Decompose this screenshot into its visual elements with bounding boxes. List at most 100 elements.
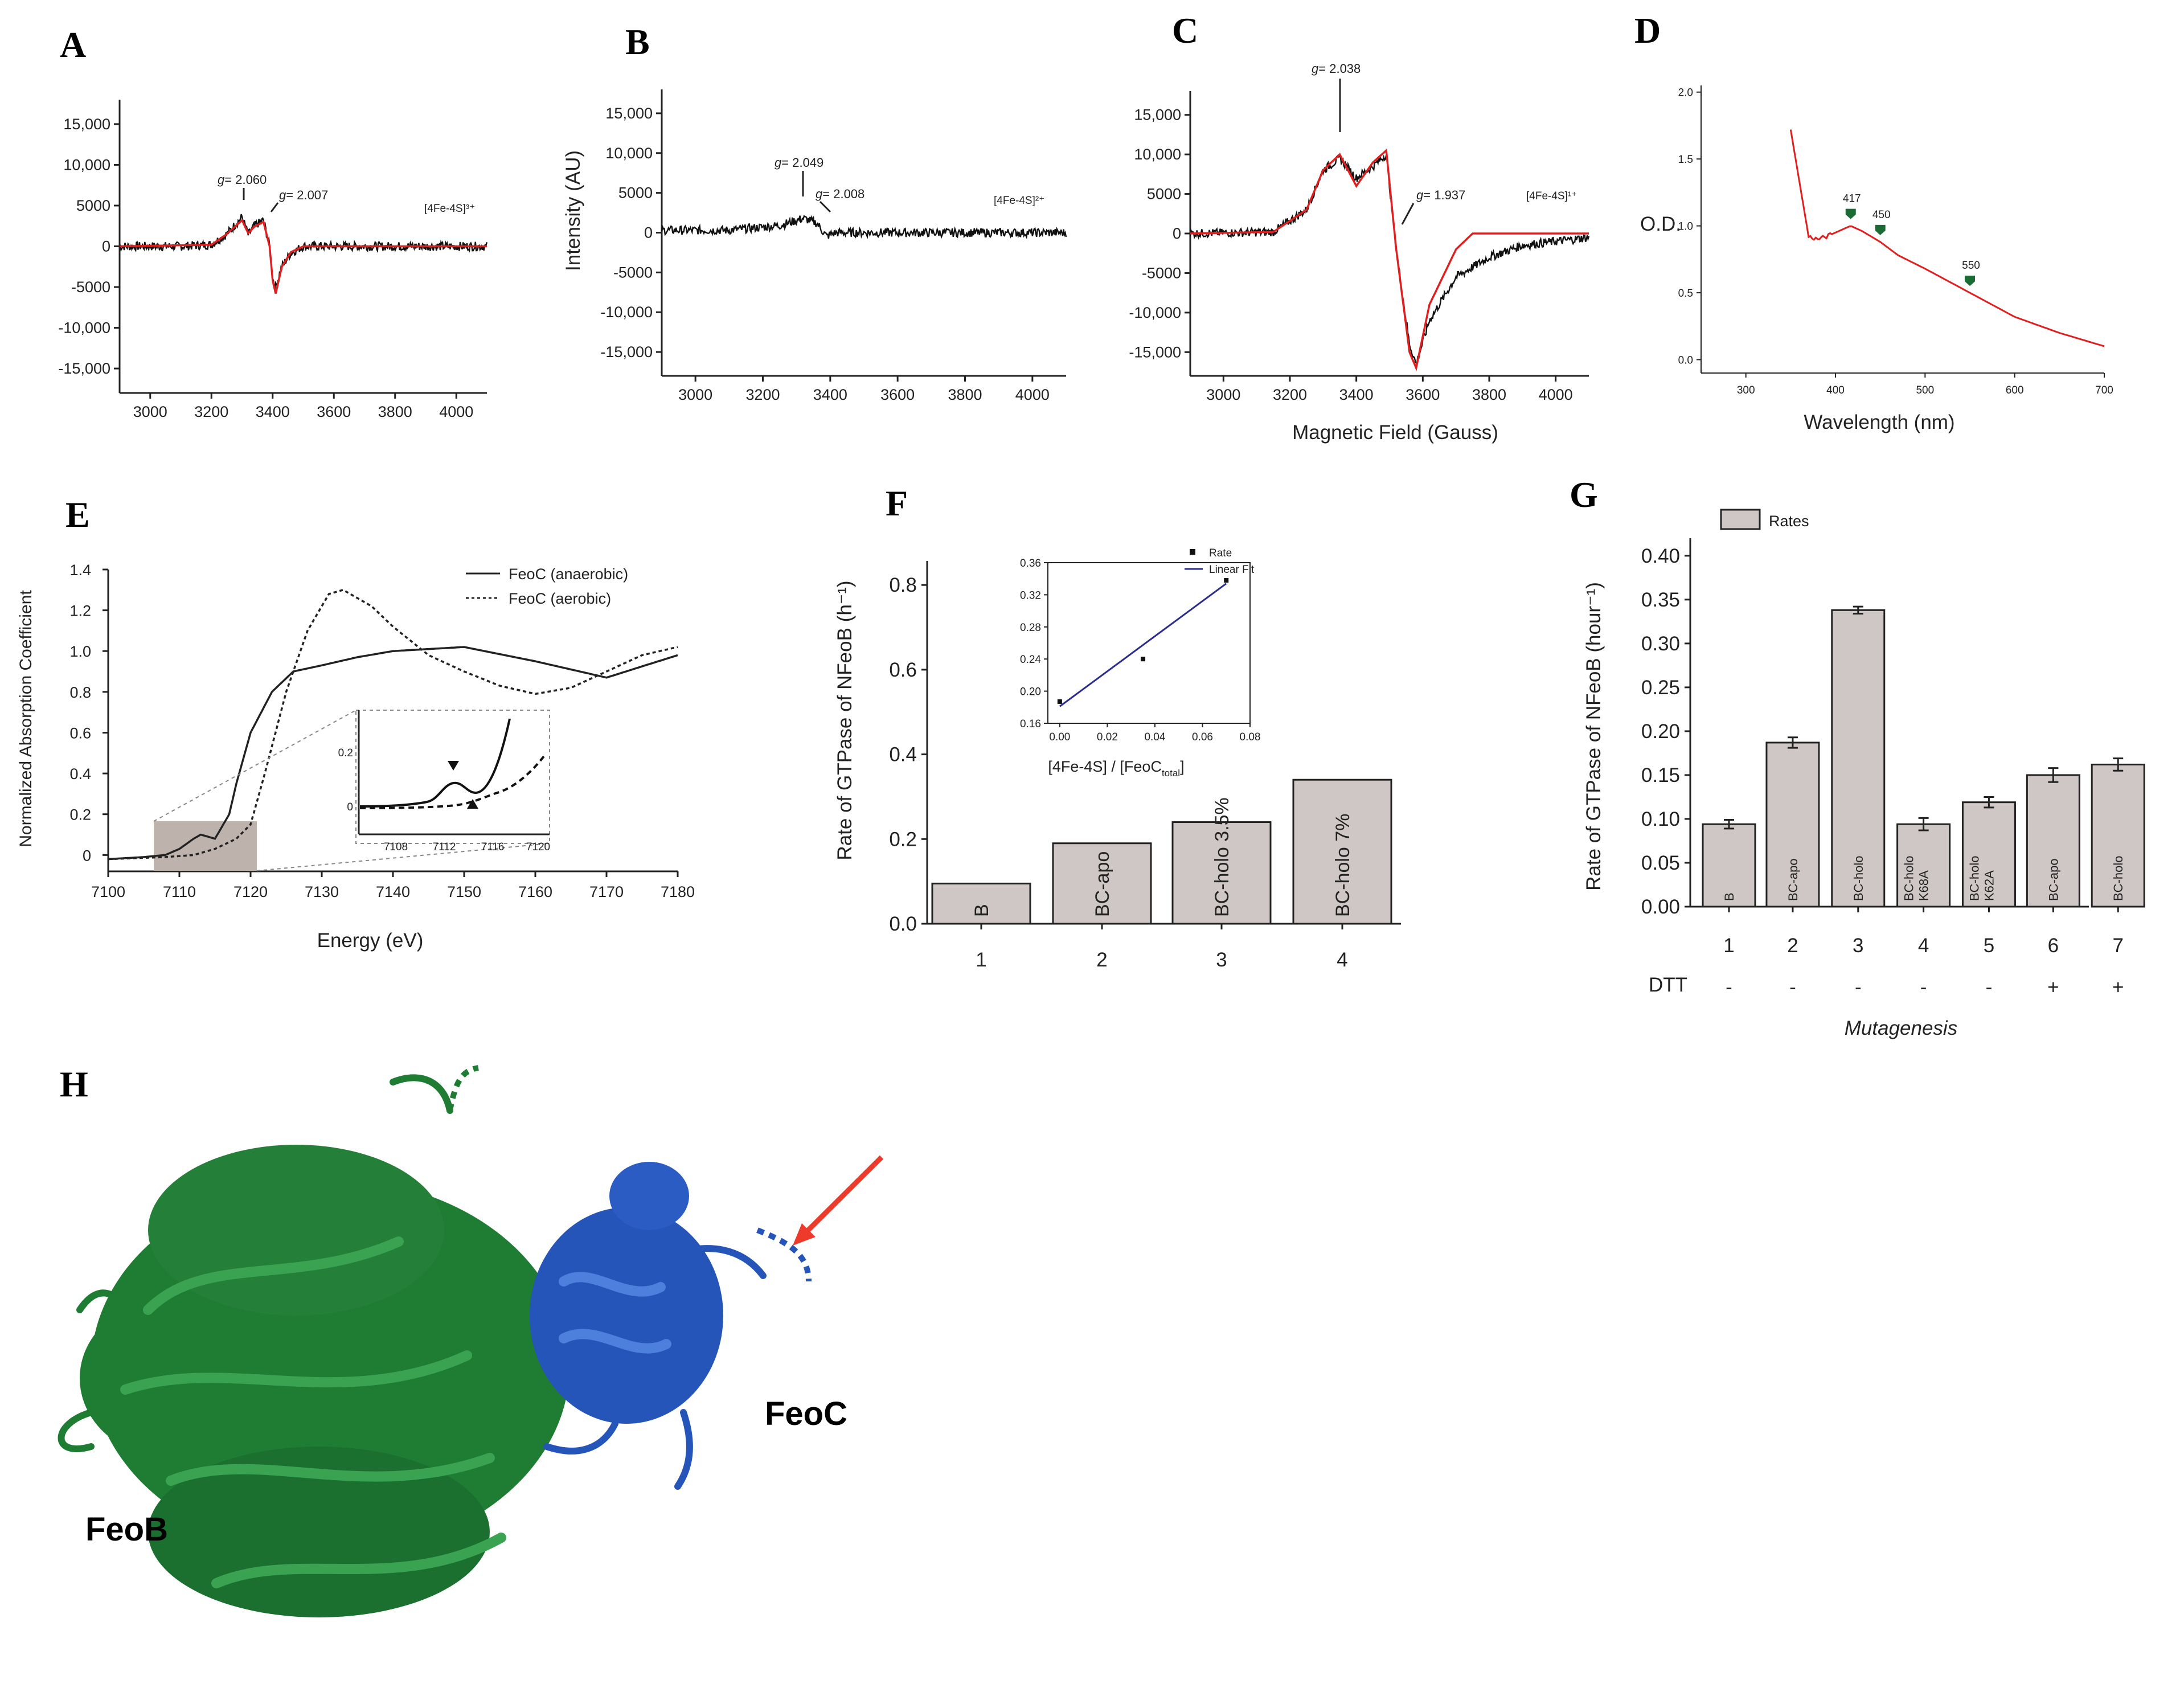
panel-f: F Rate of GTPase of NFeoB (h⁻¹) 0.8 0.6 0.… [834,483,1401,971]
panel-e-plot [108,588,678,861]
panel-g-axes: 0.40 0.35 0.30 0.25 0.20 0.15 0.10 0.05 0.00 1 2 3 4… [1641,538,2124,957]
feoc-top-helix [609,1162,689,1230]
panel-d-y-tick-label: 0.0 [1678,355,1693,367]
panel-g-bar-label: BC-apo [1786,858,1800,901]
panel-g-x-tick-label: 7 [2112,935,2123,957]
feoc-disordered-loop [756,1227,812,1282]
panel-c-x-tick-label: 3400 [1339,386,1374,403]
panel-f-inset-y-tick-label: 0.24 [1020,654,1041,666]
red-arrow-head [793,1223,816,1246]
panel-f-bar-label: B [971,904,993,917]
panel-f-inset-frame [1047,562,1251,724]
panel-a-g2-marker [270,202,279,212]
panel-b-x-tick-label: 3600 [880,386,915,403]
panel-d-label: D [1634,10,1661,51]
panel-e-x-tick-label: 7100 [91,883,125,900]
panel-f-plot: B BC-apo BC-holo 3.5% BC-holo 7% [931,779,1392,925]
panel-f-x-tick-label: 1 [976,949,986,971]
panel-f-y-tick-label: 0.0 [889,913,917,935]
panel-f-bar-label: BC-holo 3.5% [1211,797,1233,917]
panel-b-experimental-trace [661,215,1067,240]
panel-b: B Intensity (AU) 15,000 10,000 5000 0 -5000 -… [562,22,1067,403]
panel-g-bar-label: B [1722,892,1736,901]
panel-a-cluster-label: [4Fe-4S]³⁺ [424,203,475,215]
panel-g-x-tick-label: 2 [1787,935,1798,957]
feob-label: FeoB [85,1511,168,1548]
panel-d-peak-marker [1965,276,1975,286]
panel-g-x-tick-label: 5 [1984,935,1994,957]
panel-g-bar [2091,763,2145,908]
panel-g-bar [2026,774,2080,908]
panel-b-y-tick-label: -5000 [613,264,653,281]
panel-f-inset-x-tick-label: 0.02 [1097,731,1118,743]
feoc-loop [674,1245,767,1279]
panel-c-label: C [1172,10,1198,51]
panel-b-y-tick-label: -15,000 [600,343,653,360]
feob-upper-lobe [148,1145,444,1316]
panel-b-annotations: g= 2.049 g= 2.008 [4Fe-4S]²⁺ [775,155,1044,213]
panel-e-x-tick-label: 7160 [518,883,552,900]
panel-c-annotations: g= 2.038 g= 1.937 [4Fe-4S]¹⁺ [1312,62,1577,225]
panel-d-x-tick-label: 400 [1826,384,1845,396]
panel-a-g2-label: g= 2.007 [279,188,328,202]
panel-c: C Magnetic Field (Gauss) 15,000 10,000 500… [1129,10,1590,444]
panel-f-inset-y-tick-label: 0.36 [1020,558,1041,570]
panel-c-plot [1189,148,1590,371]
panel-g-y-tick-label: 0.20 [1641,720,1680,743]
panel-g-legend-label: Rates [1769,513,1809,530]
panel-g-bar-label: BC-holo [2111,856,2125,901]
panel-f-bar [1292,779,1392,925]
panel-f-label: F [886,483,908,523]
panel-e-inset: 0.2 0 7108 7112 7116 7120 [338,710,550,853]
panel-d: D O.D. Wavelength (nm) 2.0 1.5 1.0 0.5 0.0 30… [1634,10,2113,433]
panel-f-inset-y-tick-label: 0.20 [1020,686,1041,698]
panel-d-y-tick-label: 2.0 [1678,87,1693,99]
panel-e-x-tick-label: 7170 [589,883,624,900]
panel-f-inset-y-tick-label: 0.28 [1020,622,1041,634]
panel-a-x-tick-label: 3200 [194,403,228,420]
panel-h: H FeoC FeoB [58,1064,884,1617]
panel-d-x-axis-title: Wavelength (nm) [1804,411,1954,433]
panel-e-inset-xtick: 7116 [481,841,505,853]
panel-g-x-tick-label: 3 [1853,935,1863,957]
panel-e-inset-xtick: 7108 [384,841,408,853]
panel-c-simulated-fit [1190,148,1589,371]
panel-c-x-tick-label: 3600 [1406,386,1440,403]
panel-d-x-tick-label: 300 [1737,384,1755,396]
panel-f-inset-legend-fit: Linear Fit [1209,564,1255,576]
panel-a-y-tick-label: -10,000 [58,319,110,337]
panel-g-dtt-label: DTT [1649,974,1687,996]
panel-g-bar [1702,823,1756,908]
panel-b-x-tick-label: 3800 [948,386,982,403]
panel-d-absorbance-line [1789,129,2105,347]
panel-g-bar-label: BC-holo [1851,856,1866,901]
panel-g-bar [1831,609,1886,908]
panel-d-peak-label: 450 [1872,209,1891,221]
panel-e-zoom-connector-bottom [256,843,550,871]
panel-f-y-tick-label: 0.6 [889,659,917,681]
panel-e-inset-ytick: 0.2 [338,747,353,759]
panel-d-plot: 417 450 550 [1789,129,2105,347]
panel-g-y-tick-label: 0.35 [1641,589,1680,611]
panel-b-x-tick-label: 3200 [745,386,780,403]
feoc-label: FeoC [765,1395,847,1432]
panel-c-x-axis-title: Magnetic Field (Gauss) [1292,421,1498,444]
panel-f-bar [931,882,1031,925]
panel-h-label: H [60,1064,88,1104]
panel-e-x-tick-label: 7180 [661,883,695,900]
panel-g-y-tick-label: 0.05 [1641,852,1680,874]
panel-e-y-tick-label: 1.2 [69,603,91,620]
panel-g-dtt-value: - [1789,976,1796,998]
panel-a-axes: 15,000 10,000 5000 0 -5000 -10,000 -15,000 3000… [58,100,487,420]
panel-c-y-tick-label: -10,000 [1129,304,1181,321]
panel-e-x-tick-label: 7130 [305,883,339,900]
panel-f-inset-plot [1057,578,1229,707]
panel-f-inset-y-tick-label: 0.32 [1020,589,1041,601]
feoc-body [530,1207,723,1424]
panel-e-legend-anaerobic: FeoC (anaerobic) [509,566,628,583]
panel-c-y-tick-label: 0 [1173,225,1181,242]
panel-a-x-tick-label: 3800 [378,403,412,420]
panel-f-inset-linear-fit [1059,583,1227,707]
panel-e-x-axis-title: Energy (eV) [317,929,424,952]
panel-c-axes: 15,000 10,000 5000 0 -5000 -10,000 -15,000 3000… [1129,91,1589,403]
